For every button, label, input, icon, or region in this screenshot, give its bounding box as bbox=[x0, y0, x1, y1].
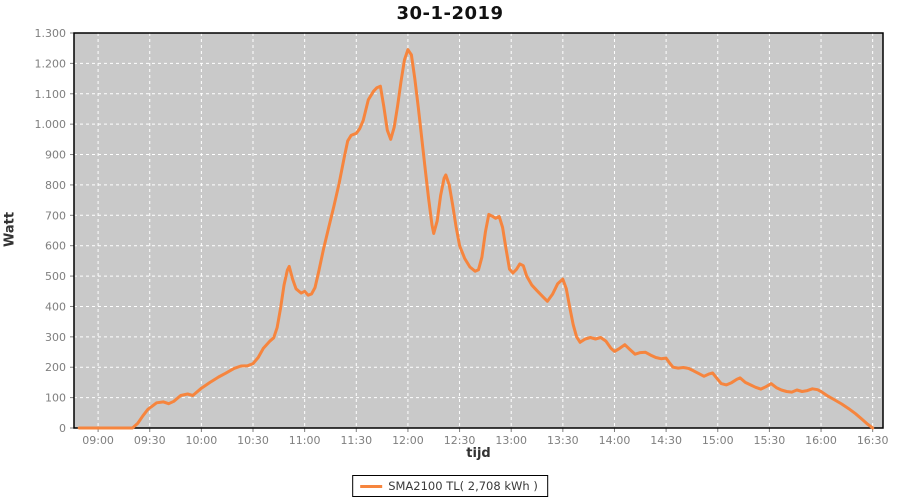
legend: SMA2100 TL( 2,708 kWh ) bbox=[352, 475, 548, 497]
x-tick-label: 16:30 bbox=[857, 434, 889, 447]
x-tick-label: 14:30 bbox=[650, 434, 682, 447]
x-tick-label: 11:30 bbox=[340, 434, 372, 447]
x-tick-label: 12:00 bbox=[392, 434, 424, 447]
y-tick-label: 1.200 bbox=[35, 57, 67, 70]
y-tick-label: 700 bbox=[45, 209, 66, 222]
x-tick-label: 14:00 bbox=[599, 434, 631, 447]
x-tick-label: 12:30 bbox=[444, 434, 476, 447]
legend-label: SMA2100 TL( 2,708 kWh ) bbox=[388, 479, 538, 493]
y-tick-label: 200 bbox=[45, 361, 66, 374]
chart-title: 30-1-2019 bbox=[396, 3, 504, 24]
x-tick-label: 13:00 bbox=[495, 434, 527, 447]
y-tick-label: 800 bbox=[45, 179, 66, 192]
y-axis-title: Watt bbox=[2, 211, 18, 248]
y-tick-label: 0 bbox=[59, 422, 66, 435]
y-tick-label: 1.100 bbox=[35, 88, 67, 101]
x-tick-label: 09:30 bbox=[134, 434, 166, 447]
x-tick-label: 09:00 bbox=[82, 434, 114, 447]
y-tick-label: 900 bbox=[45, 149, 66, 162]
series-line bbox=[77, 48, 875, 430]
x-tick-label: 15:00 bbox=[702, 434, 734, 447]
y-tick-label: 300 bbox=[45, 331, 66, 344]
y-tick-label: 1.300 bbox=[35, 27, 67, 40]
y-tick-label: 500 bbox=[45, 270, 66, 283]
x-tick-label: 10:30 bbox=[237, 434, 269, 447]
x-tick-label: 13:30 bbox=[547, 434, 579, 447]
x-tick-label: 16:00 bbox=[805, 434, 837, 447]
y-tick-label: 600 bbox=[45, 240, 66, 253]
x-tick-label: 15:30 bbox=[754, 434, 786, 447]
plot-area bbox=[74, 33, 883, 428]
y-tick-label: 400 bbox=[45, 300, 66, 313]
x-tick-label: 10:00 bbox=[186, 434, 218, 447]
x-axis-title: tijd bbox=[466, 446, 491, 461]
y-tick-label: 100 bbox=[45, 392, 66, 405]
y-tick-label: 1.000 bbox=[35, 118, 67, 131]
plot-border bbox=[73, 32, 884, 429]
x-tick-label: 11:00 bbox=[289, 434, 321, 447]
legend-line-swatch bbox=[360, 484, 383, 488]
